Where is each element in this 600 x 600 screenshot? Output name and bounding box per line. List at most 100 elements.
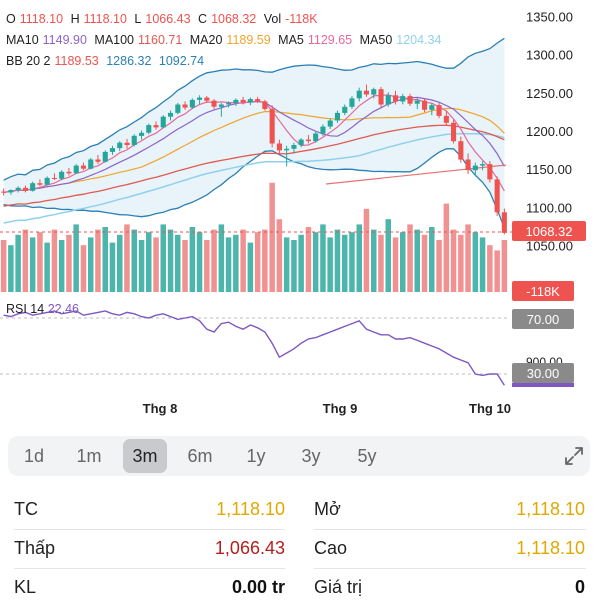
volume-bar	[254, 232, 261, 292]
volume-bar	[117, 234, 123, 292]
c-label: C	[198, 12, 208, 26]
volume-bar	[356, 224, 362, 292]
volume-bar	[175, 234, 181, 292]
gia-tri-value: 0	[574, 577, 585, 597]
volume-bar	[371, 229, 377, 292]
candle-body	[284, 148, 290, 151]
timeframe-selector: 1d 1m 3m 6m 1y 3y 5y	[8, 436, 590, 476]
volume-bar	[385, 219, 391, 292]
candle	[160, 115, 166, 129]
candle-body	[73, 165, 79, 174]
volume-bar	[73, 224, 79, 292]
volume-bar	[407, 224, 413, 292]
candle	[393, 90, 399, 105]
svg-text:70.00: 70.00	[527, 312, 560, 327]
candle-body	[117, 142, 123, 149]
candle-body	[80, 165, 86, 169]
rsi-legend: RSI 14 22.46	[6, 302, 79, 316]
volume-bar	[225, 237, 232, 292]
candle-body	[458, 141, 464, 160]
candle	[15, 186, 21, 193]
candle	[436, 102, 442, 119]
timeframe-6m[interactable]: 6m	[187, 446, 213, 466]
volume-bar	[88, 237, 94, 292]
volume-bar	[487, 245, 493, 292]
timeframe-3m[interactable]: 3m	[123, 439, 167, 473]
timeframe-1y[interactable]: 1y	[246, 446, 266, 466]
candle	[66, 167, 72, 176]
candle	[139, 130, 145, 140]
candle	[334, 110, 340, 123]
timeframe-1d[interactable]: 1d	[23, 446, 45, 466]
bollinger-lower	[3, 148, 506, 229]
expand-icon[interactable]	[562, 444, 586, 468]
candle	[363, 84, 369, 97]
volume-bar	[443, 203, 450, 292]
candle	[37, 179, 43, 187]
candle	[233, 98, 239, 106]
thap-label: Thấp	[14, 538, 56, 558]
svg-text:Thg 10: Thg 10	[469, 401, 511, 416]
candle	[284, 145, 290, 167]
candles	[1, 84, 507, 235]
price-tick-label: 1150.00	[526, 162, 572, 177]
candle-body	[334, 112, 340, 121]
volume-bar	[109, 242, 116, 292]
volume-bar	[465, 224, 471, 292]
candle	[189, 98, 195, 110]
ma50-label: MA50	[359, 33, 393, 47]
candle-body	[494, 179, 500, 213]
thap-value: 1,066.43	[214, 538, 285, 558]
volume-bar	[167, 229, 174, 292]
ma100-label: MA100	[94, 33, 135, 47]
ma5-label: MA5	[278, 33, 304, 47]
price-chart[interactable]: 1350.00 1300.00 1250.00 1200.00 1150.00 1100.…	[0, 0, 600, 420]
candle	[465, 153, 471, 175]
volume-bar	[298, 234, 304, 292]
volume-bar	[436, 240, 442, 292]
candle	[480, 161, 486, 171]
volume-bar	[312, 232, 319, 292]
candle-body	[378, 89, 384, 105]
timeframe-5y[interactable]: 5y	[357, 446, 377, 466]
candle	[146, 123, 152, 135]
candle-body	[393, 95, 399, 102]
candle-body	[197, 97, 203, 100]
volume-bar	[400, 232, 406, 292]
candle-body	[465, 159, 471, 171]
svg-text:1068.32: 1068.32	[526, 224, 573, 239]
o-value: 1118.10	[19, 12, 64, 26]
tc-value: 1,118.10	[216, 499, 285, 519]
candle-body	[414, 100, 420, 104]
volume-bar	[182, 240, 188, 292]
candle-body	[15, 187, 21, 191]
candle-body	[211, 100, 217, 107]
candle	[422, 98, 428, 113]
candle-body	[233, 99, 239, 103]
bb-legend: BB 20 2 1189.53 1286.32 1092.74	[6, 54, 208, 68]
volume-bar	[392, 237, 399, 292]
candle	[313, 132, 319, 143]
ma100-value: 1160.71	[138, 33, 183, 47]
candle-body	[146, 125, 152, 133]
price-tick-label: 1050.00	[526, 239, 573, 254]
price-tick-label: 1250.00	[526, 86, 573, 101]
timeframe-1m[interactable]: 1m	[76, 446, 102, 466]
volume-bar	[15, 234, 21, 292]
volume-bar	[160, 224, 166, 292]
rsi-value: 22.46	[47, 302, 79, 316]
candle	[211, 99, 217, 110]
ma50-value: 1204.34	[396, 33, 442, 47]
candle-body	[262, 101, 268, 109]
svg-text:Thg 8: Thg 8	[143, 401, 178, 416]
timeframe-3y[interactable]: 3y	[301, 446, 321, 466]
divider	[314, 568, 586, 569]
candle	[371, 87, 377, 99]
volume-bar	[450, 229, 457, 292]
candle	[8, 189, 14, 195]
candle	[342, 104, 348, 116]
h-label: H	[70, 12, 80, 26]
candle	[378, 86, 384, 108]
volume-bar	[269, 182, 275, 292]
